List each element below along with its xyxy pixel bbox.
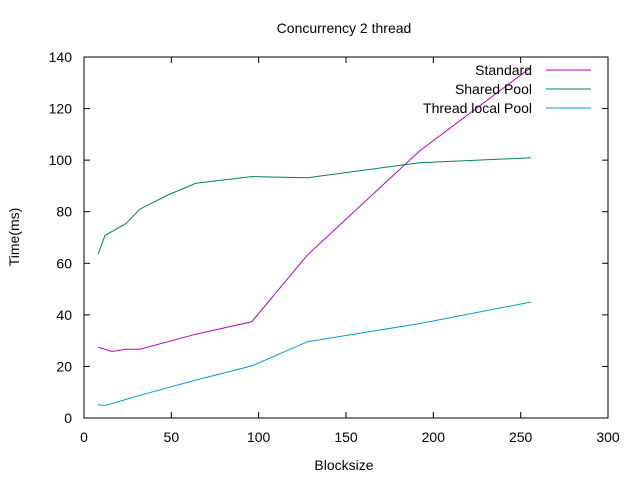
y-tick-label: 20 bbox=[56, 358, 72, 374]
x-tick-label: 100 bbox=[247, 429, 271, 445]
x-tick-label: 50 bbox=[164, 429, 180, 445]
series-line-thread-local-pool bbox=[97, 301, 532, 407]
legend: Standard Shared Pool Thread local Pool bbox=[423, 62, 591, 116]
legend-label-standard: Standard bbox=[475, 62, 532, 78]
x-axis-label: Blocksize bbox=[314, 457, 373, 473]
y-axis-label: Time(ms) bbox=[6, 208, 22, 267]
series-line-standard bbox=[97, 66, 532, 353]
x-axis: 0 50 100 150 200 250 300 bbox=[80, 57, 620, 445]
x-tick-label: 300 bbox=[596, 429, 620, 445]
y-tick-label: 100 bbox=[49, 152, 73, 168]
y-tick-label: 80 bbox=[56, 204, 72, 220]
y-tick-label: 60 bbox=[56, 255, 72, 271]
legend-label-shared-pool: Shared Pool bbox=[455, 81, 532, 97]
x-tick-label: 250 bbox=[509, 429, 533, 445]
series-lines bbox=[97, 66, 532, 407]
y-tick-label: 120 bbox=[49, 101, 73, 117]
y-tick-label: 0 bbox=[64, 410, 72, 426]
series-line-shared-pool bbox=[97, 157, 532, 255]
x-tick-label: 200 bbox=[422, 429, 446, 445]
legend-label-thread-local-pool: Thread local Pool bbox=[423, 100, 532, 116]
y-tick-label: 40 bbox=[56, 307, 72, 323]
x-tick-label: 0 bbox=[80, 429, 88, 445]
chart-title: Concurrency 2 thread bbox=[277, 20, 412, 36]
y-axis: 0 20 40 60 80 100 120 140 bbox=[49, 49, 608, 426]
y-tick-label: 140 bbox=[49, 49, 73, 65]
x-tick-label: 150 bbox=[334, 429, 358, 445]
